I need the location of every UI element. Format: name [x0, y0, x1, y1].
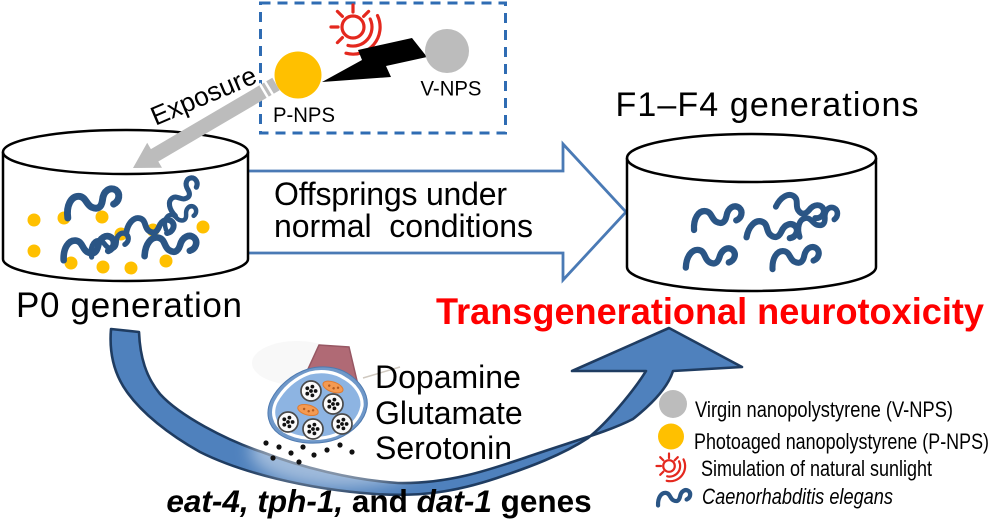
svg-text:Photoaged nanopolystyrene (P-N: Photoaged nanopolystyrene (P-NPS) [694, 429, 989, 454]
svg-text:eat-4, tph-1, and dat-1 genes: eat-4, tph-1, and dat-1 genes [166, 483, 591, 519]
svg-text:F1–F4 generations: F1–F4 generations [616, 86, 919, 124]
svg-text:P-NPS: P-NPS [273, 104, 335, 127]
svg-text:Caenorhabditis elegans: Caenorhabditis elegans [702, 484, 893, 509]
svg-text:P0 generation: P0 generation [16, 286, 242, 325]
svg-text:normal conditions: normal conditions [274, 208, 533, 244]
svg-text:Serotonin: Serotonin [375, 430, 512, 466]
svg-text:Virgin nanopolystyrene (V-NPS): Virgin nanopolystyrene (V-NPS) [695, 397, 953, 422]
svg-text:Dopamine: Dopamine [375, 359, 521, 395]
svg-text:Simulation of natural sunlight: Simulation of natural sunlight [701, 456, 932, 481]
svg-text:V-NPS: V-NPS [421, 78, 482, 101]
svg-text:Offsprings under: Offsprings under [274, 176, 507, 212]
svg-text:Transgenerational neurotoxicit: Transgenerational neurotoxicity [436, 291, 984, 332]
svg-text:Glutamate: Glutamate [375, 395, 523, 431]
